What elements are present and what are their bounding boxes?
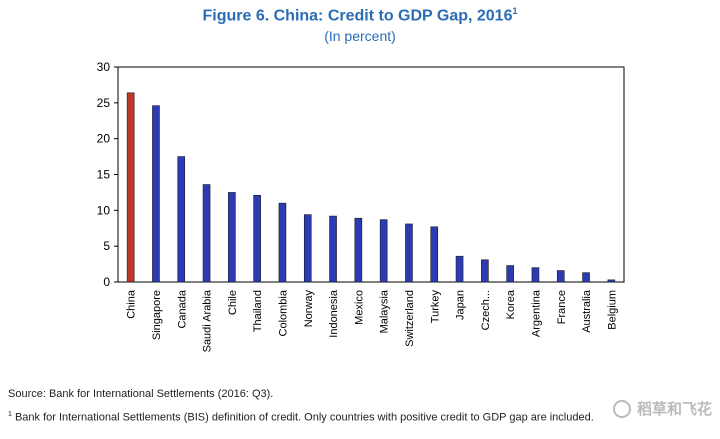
bar-colombia	[278, 202, 287, 283]
footnote-text: Bank for International Settlements (BIS)…	[11, 411, 594, 424]
x-axis-labels: China Singapore Canada Saudi Arabia Chile Tha…	[126, 289, 619, 352]
y-tick-label: 30	[97, 60, 111, 74]
bar-belgium	[607, 279, 616, 283]
bar-australia	[582, 272, 590, 283]
footnote-mark: 1	[8, 411, 12, 418]
bar-chile	[228, 192, 236, 283]
y-axis: 0 5 10 15 20 25 30	[97, 60, 118, 289]
bar-thailand	[253, 194, 261, 283]
y-tick-label: 20	[97, 132, 111, 146]
bar-saudi-arabia	[202, 184, 211, 283]
y-tick-label: 5	[103, 239, 110, 253]
x-tick-label: Chile	[227, 290, 239, 315]
x-tick-label: Argentina	[530, 289, 542, 337]
bar-chart: 0 5 10 15 20 25 30 China Singapore Canada Saudi A…	[97, 60, 625, 352]
x-tick-label: France	[556, 290, 568, 324]
chart-title: Figure 6. China: Credit to GDP Gap, 2016…	[0, 6, 720, 25]
x-tick-label: Czech...	[480, 290, 492, 330]
bar-korea	[506, 265, 514, 283]
x-tick-label: Mexico	[353, 290, 365, 325]
watermark-text: 稻草和飞花	[636, 401, 712, 418]
bar-turkey	[430, 226, 439, 283]
x-tick-label: Singapore	[151, 290, 163, 340]
source-note: Source: Bank for International Settlemen…	[8, 388, 274, 400]
plot-frame	[117, 66, 625, 283]
chart-subtitle: (In percent)	[324, 28, 396, 44]
bar-czech	[481, 259, 489, 283]
y-tick-label: 15	[97, 168, 111, 182]
chart-title-footnote-mark: 1	[512, 6, 518, 16]
bar-argentina	[531, 267, 540, 283]
bar-japan	[455, 255, 464, 283]
x-tick-label: Indonesia	[328, 289, 340, 338]
bar-malaysia	[379, 219, 388, 283]
x-tick-label: Thailand	[252, 290, 264, 332]
x-tick-label: Malaysia	[379, 289, 391, 333]
y-tick-label: 0	[103, 275, 110, 289]
bar-singapore	[152, 105, 160, 283]
bar-china	[126, 92, 135, 283]
bar-norway	[303, 214, 312, 283]
y-tick-label: 10	[97, 203, 111, 217]
bar-mexico	[354, 217, 363, 283]
x-tick-label: Norway	[303, 290, 315, 328]
x-tick-label: Australia	[581, 289, 593, 333]
chart-title-text: Figure 6. China: Credit to GDP Gap, 2016	[202, 7, 513, 25]
footnote: 1 Bank for International Settlements (BI…	[8, 411, 594, 424]
x-tick-label: Colombia	[277, 289, 289, 336]
x-tick-label: Saudi Arabia	[202, 289, 214, 352]
bar-switzerland	[405, 223, 413, 283]
x-tick-label: Japan	[455, 290, 467, 320]
x-tick-label: Korea	[505, 289, 517, 319]
x-tick-label: Turkey	[429, 290, 441, 324]
bars-group	[126, 92, 616, 283]
wechat-logo-icon	[612, 399, 631, 418]
x-tick-label: China	[126, 289, 138, 319]
x-tick-label: Belgium	[606, 290, 618, 330]
bar-indonesia	[329, 215, 337, 283]
watermark: 稻草和飞花	[612, 398, 712, 419]
x-tick-label: Switzerland	[404, 290, 416, 347]
y-tick-label: 25	[97, 96, 111, 110]
bar-canada	[177, 156, 186, 283]
x-tick-label: Canada	[176, 289, 188, 328]
bar-france	[556, 270, 565, 283]
